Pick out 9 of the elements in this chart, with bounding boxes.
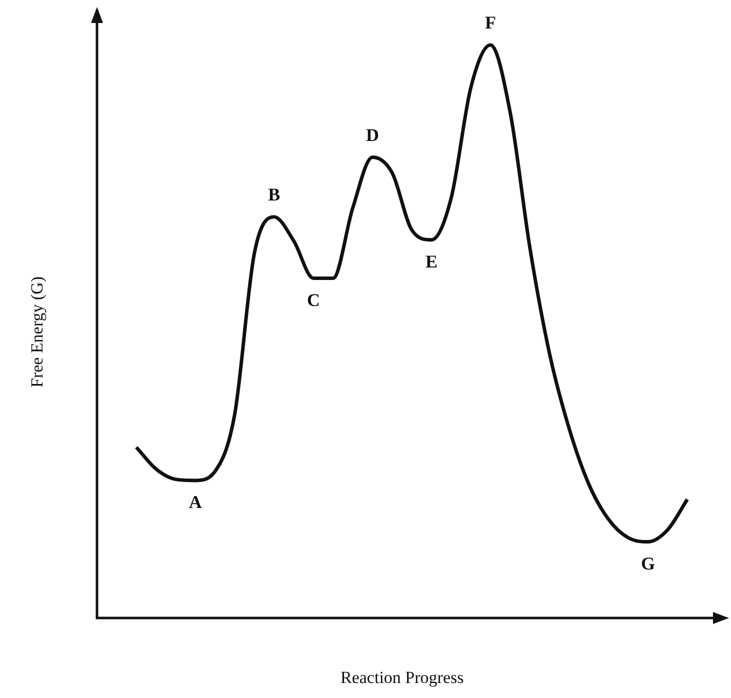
y-axis-title: Free Energy (G) <box>27 276 48 388</box>
annotation: B <box>268 184 280 205</box>
annotation: C <box>306 290 320 310</box>
annotation: D <box>366 124 379 145</box>
annotation: A <box>188 492 202 512</box>
annotation: F <box>485 12 496 33</box>
x-axis-title: Reaction Progress <box>340 668 464 688</box>
annotation: G <box>640 553 655 574</box>
annotation: E <box>426 251 438 272</box>
